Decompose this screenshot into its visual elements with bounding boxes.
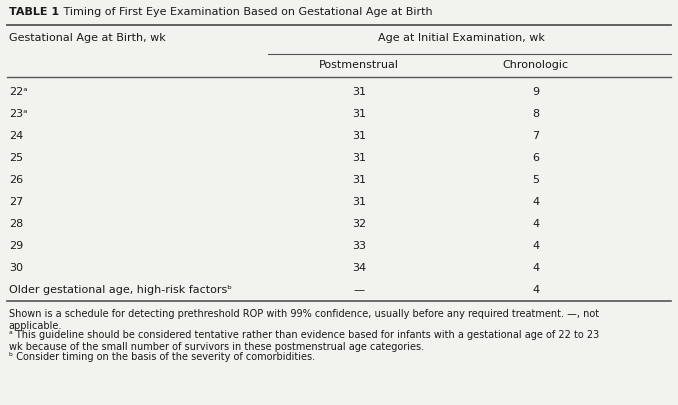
Text: ᵇ Consider timing on the basis of the severity of comorbidities.: ᵇ Consider timing on the basis of the se… [9,351,315,361]
Text: 29: 29 [9,241,23,250]
Text: ᵃ This guideline should be considered tentative rather than evidence based for i: ᵃ This guideline should be considered te… [9,329,599,339]
Text: 8: 8 [532,109,539,119]
Text: 31: 31 [353,153,366,162]
Text: 4: 4 [532,196,539,207]
Text: 5: 5 [532,175,539,185]
Text: 31: 31 [353,87,366,97]
Text: 31: 31 [353,175,366,185]
Text: 27: 27 [9,196,23,207]
Text: 30: 30 [9,262,23,272]
Text: Gestational Age at Birth, wk: Gestational Age at Birth, wk [9,33,165,43]
Text: 9: 9 [532,87,539,97]
Text: 26: 26 [9,175,23,185]
Text: 23ᵃ: 23ᵃ [9,109,27,119]
Text: applicable.: applicable. [9,320,62,330]
Text: TABLE 1: TABLE 1 [9,7,59,17]
Text: 25: 25 [9,153,23,162]
Text: 4: 4 [532,218,539,228]
Text: 4: 4 [532,284,539,294]
Text: Timing of First Eye Examination Based on Gestational Age at Birth: Timing of First Eye Examination Based on… [60,7,433,17]
Text: Chronologic: Chronologic [502,60,569,70]
Text: 24: 24 [9,131,23,141]
Text: 31: 31 [353,131,366,141]
Text: wk because of the small number of survivors in these postmenstrual age categorie: wk because of the small number of surviv… [9,341,424,351]
Text: 6: 6 [532,153,539,162]
Text: Older gestational age, high-risk factorsᵇ: Older gestational age, high-risk factors… [9,284,232,294]
Text: 31: 31 [353,196,366,207]
Text: 32: 32 [353,218,366,228]
Text: 28: 28 [9,218,23,228]
Text: Shown is a schedule for detecting prethreshold ROP with 99% confidence, usually : Shown is a schedule for detecting prethr… [9,308,599,318]
Text: Age at Initial Examination, wk: Age at Initial Examination, wk [378,33,544,43]
Text: Postmenstrual: Postmenstrual [319,60,399,70]
Text: 4: 4 [532,262,539,272]
Text: —: — [354,284,365,294]
Text: 22ᵃ: 22ᵃ [9,87,27,97]
Text: 31: 31 [353,109,366,119]
Text: 34: 34 [353,262,366,272]
Text: 33: 33 [353,241,366,250]
Text: 4: 4 [532,241,539,250]
Text: 7: 7 [532,131,539,141]
